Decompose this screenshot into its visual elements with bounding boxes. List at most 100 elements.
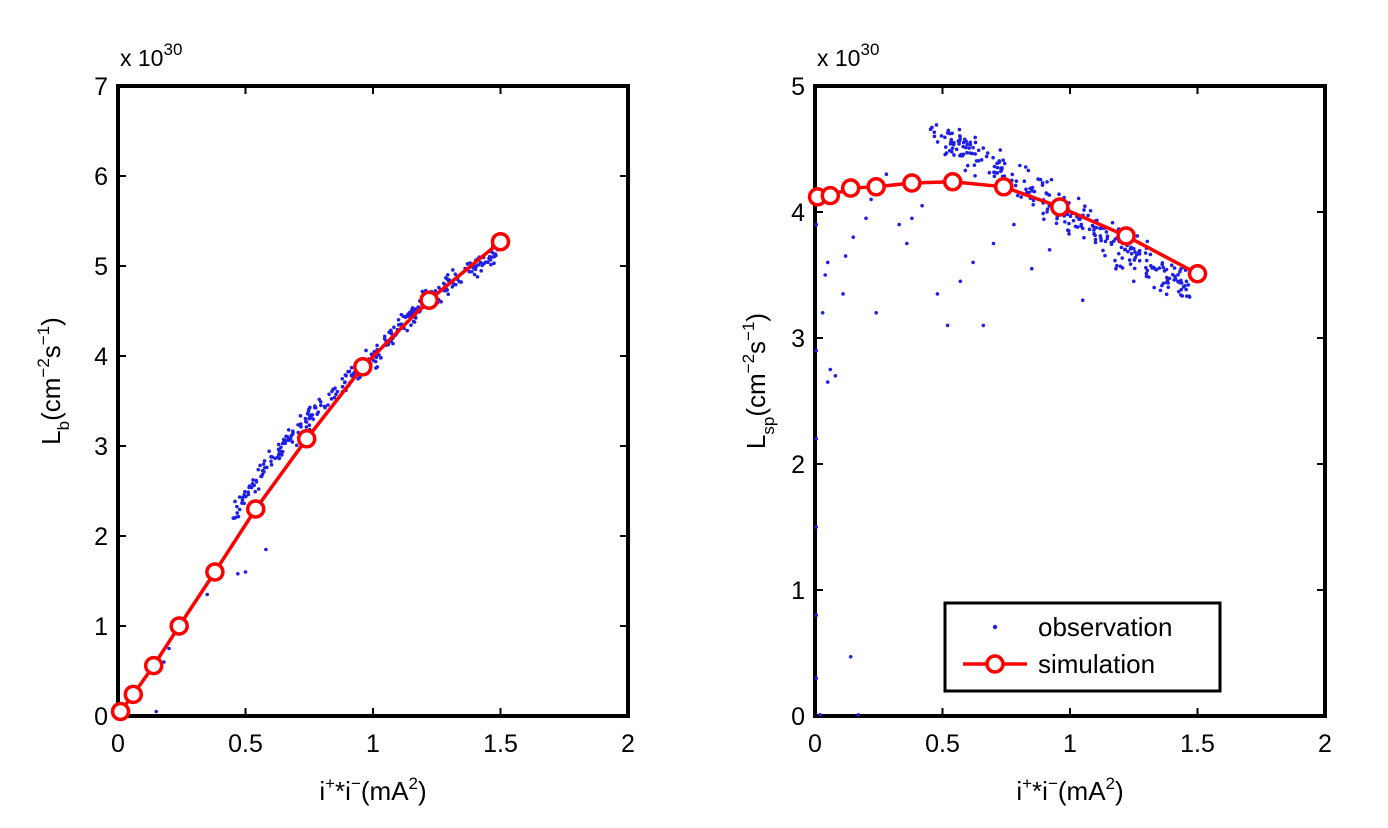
observation-point (1165, 278, 1170, 282)
observation-point (269, 463, 274, 467)
observation-point (475, 275, 480, 279)
observation-point (235, 504, 239, 509)
observation-point (943, 145, 948, 149)
observation-point (450, 284, 455, 289)
observation-point (1116, 251, 1121, 256)
observation-point (441, 281, 446, 286)
observation-point (856, 712, 861, 717)
observation-point (1045, 207, 1050, 211)
observation-point (391, 341, 395, 346)
observation-point (1080, 298, 1085, 303)
observation-point (972, 163, 977, 168)
observation-point (364, 348, 368, 353)
observation-point (329, 397, 334, 401)
observation-point (961, 140, 966, 145)
observation-point (949, 137, 954, 142)
observation-point (1015, 193, 1020, 198)
y-tick-label: 7 (94, 73, 108, 101)
observation-point (992, 170, 996, 175)
observation-point (1104, 230, 1109, 234)
observation-point (291, 429, 295, 434)
simulation-marker (245, 499, 266, 519)
observation-point (445, 288, 450, 292)
observation-point (1133, 250, 1137, 254)
observation-point (1161, 265, 1166, 270)
observation-point (322, 404, 327, 409)
y-tick-label: 0 (94, 703, 108, 731)
observation-point (259, 474, 264, 479)
series-simulation (110, 231, 511, 722)
observation-point (1031, 202, 1036, 207)
observation-point (262, 469, 266, 474)
observation-point (439, 299, 443, 304)
observation-point (1170, 272, 1175, 277)
observation-point (1109, 240, 1114, 245)
simulation-marker (1187, 263, 1208, 284)
observation-point (973, 140, 978, 145)
observation-point (1143, 251, 1148, 255)
observation-point (981, 323, 986, 328)
observation-point (1177, 280, 1182, 285)
observation-point (333, 386, 337, 390)
observation-point (342, 380, 347, 385)
simulation-marker (419, 290, 439, 310)
legend-observation-marker (992, 624, 998, 630)
observation-point (1160, 261, 1165, 265)
observation-point (1179, 293, 1183, 297)
observation-point (1184, 279, 1189, 284)
observation-point (1012, 222, 1016, 227)
observation-point (1184, 287, 1188, 292)
observation-point (1045, 180, 1049, 184)
observation-point (1128, 247, 1133, 251)
observation-point (958, 153, 962, 158)
observation-point (971, 145, 975, 150)
legend-simulation-label: simulation (1038, 649, 1155, 679)
observation-point (939, 134, 944, 138)
observation-point (1135, 234, 1140, 238)
observation-point (262, 459, 267, 463)
observation-point (1114, 266, 1118, 271)
observation-point (1066, 228, 1070, 232)
observation-point (1045, 192, 1050, 196)
observation-point (934, 123, 939, 127)
observation-point (409, 323, 413, 327)
observation-point (246, 490, 250, 494)
observation-point (290, 432, 295, 437)
observation-point (1045, 210, 1049, 214)
observation-point (905, 241, 909, 246)
observation-point (405, 328, 410, 333)
simulation-line (119, 240, 502, 713)
x-tick-label: 2 (621, 730, 635, 758)
x-tick-label: 2 (1318, 730, 1332, 758)
observation-point (1049, 177, 1054, 182)
observation-point (472, 272, 477, 277)
observation-point (1018, 163, 1022, 168)
observation-point (343, 373, 348, 377)
observation-point (256, 487, 261, 491)
exponent-label: x 1030 (120, 40, 182, 71)
observation-point (987, 170, 992, 175)
observation-point (408, 310, 412, 315)
observation-point (280, 453, 284, 457)
observation-point (932, 134, 937, 139)
observation-point (814, 437, 819, 441)
observation-point (1055, 216, 1059, 221)
observation-point (476, 263, 481, 267)
observation-point (976, 148, 981, 153)
observation-point (492, 254, 497, 259)
observation-point (1093, 233, 1097, 238)
observation-point (356, 376, 360, 381)
observation-point (269, 459, 273, 464)
y-tick-label: 0 (791, 703, 805, 731)
observation-point (932, 130, 937, 134)
x-tick-label: 1.5 (1180, 730, 1215, 758)
observation-point (480, 263, 484, 268)
observation-point (961, 144, 965, 149)
observation-point (995, 165, 1000, 170)
y-tick-label: 1 (94, 613, 108, 641)
observation-point (304, 425, 309, 429)
observation-point (965, 150, 969, 155)
observation-point (373, 359, 378, 364)
y-tick-label: 5 (791, 73, 805, 101)
